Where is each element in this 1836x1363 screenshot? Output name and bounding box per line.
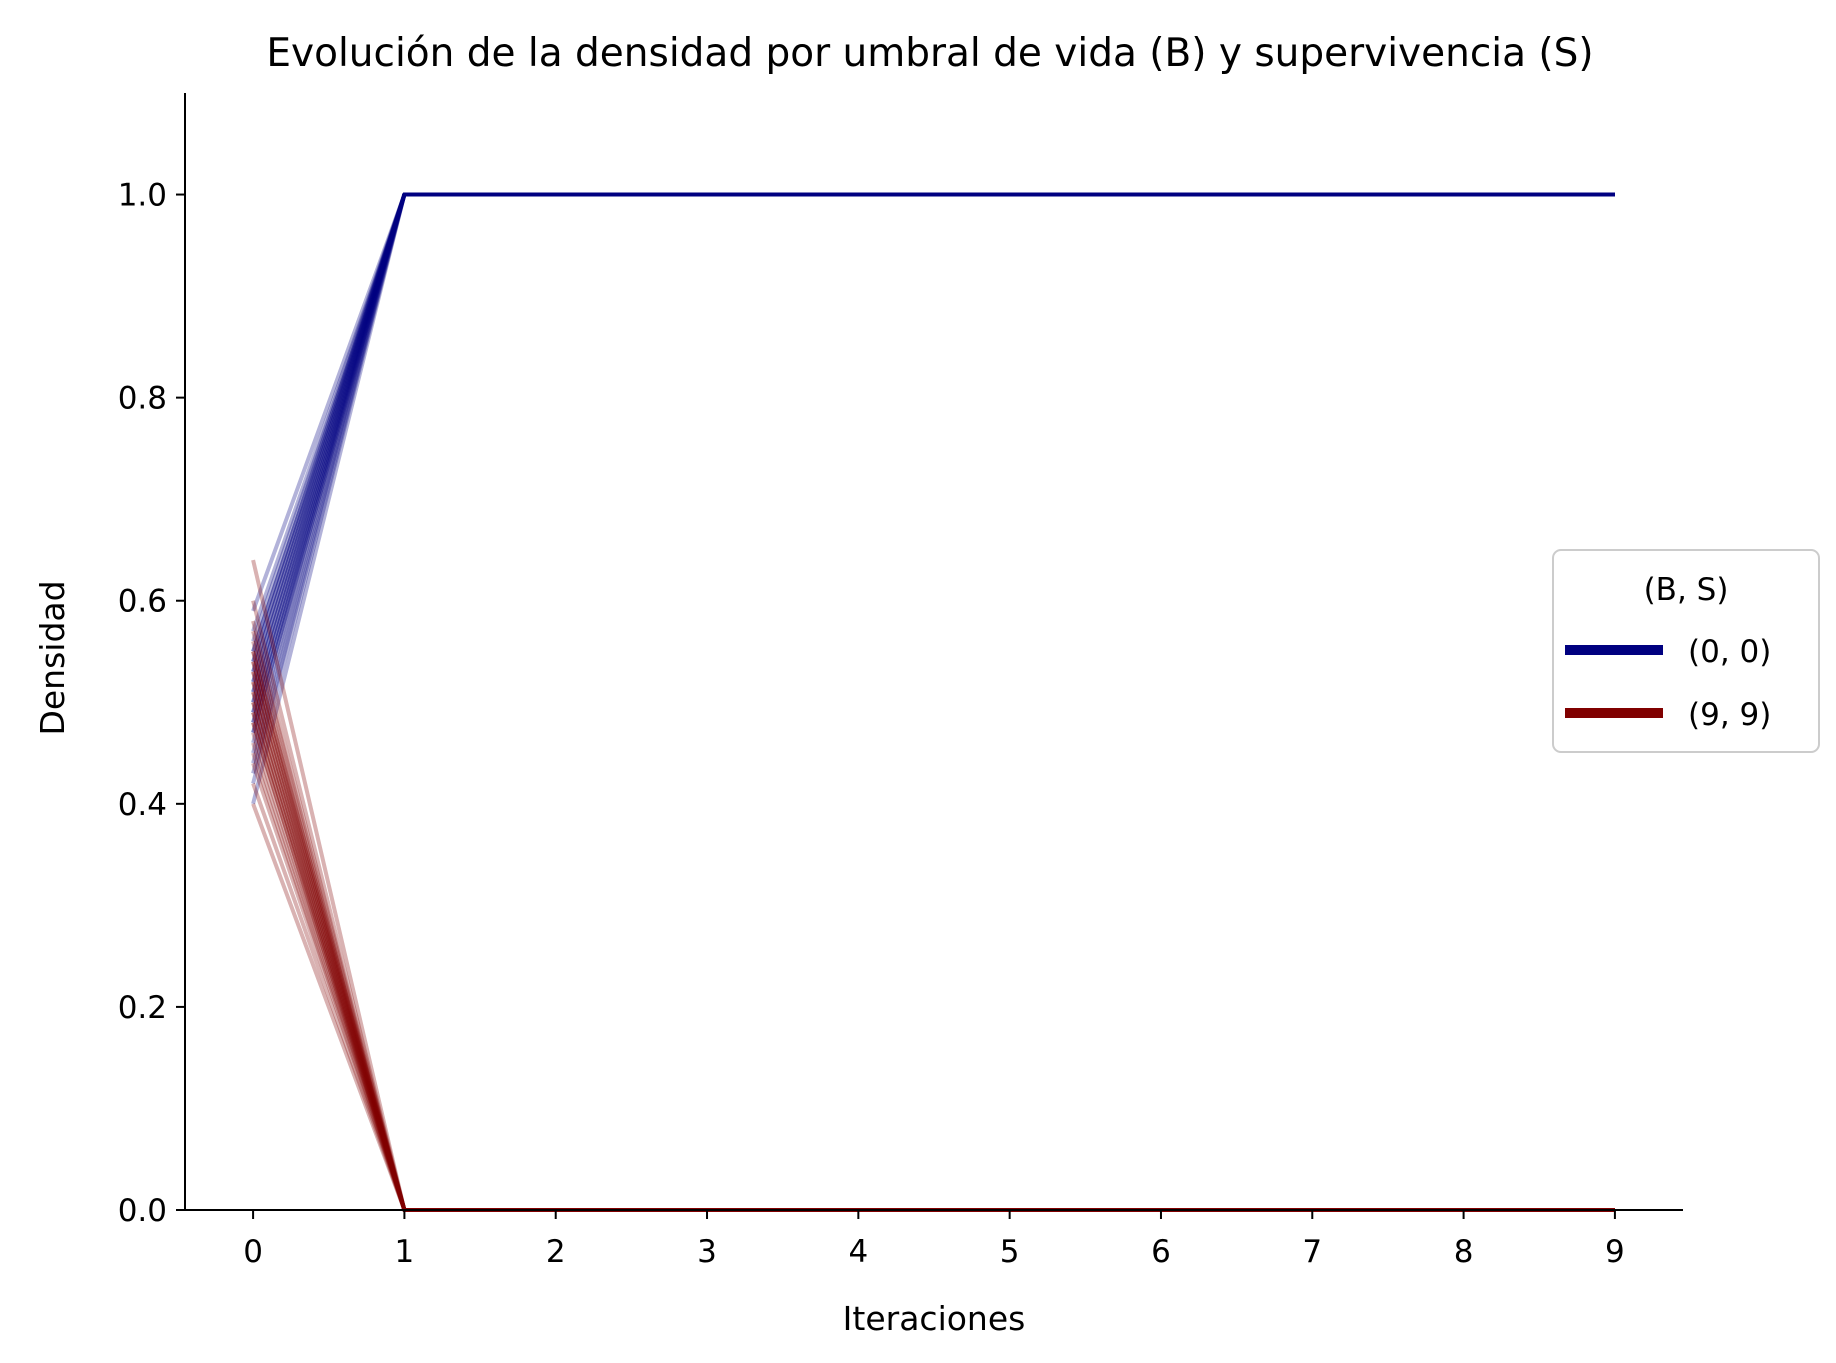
series-line-b0-s0 bbox=[251, 192, 1615, 663]
series-line-b0-s0 bbox=[251, 192, 1615, 764]
series-line-b0-s0 bbox=[251, 192, 1615, 754]
y-axis-label: Densidad bbox=[33, 580, 72, 735]
series-line-b0-s0 bbox=[251, 192, 1615, 744]
y-tick-label: 0.0 bbox=[118, 1193, 167, 1229]
y-tick-label: 0.6 bbox=[118, 584, 167, 620]
x-tick-label: 1 bbox=[395, 1234, 415, 1270]
y-tick-label: 0.4 bbox=[118, 787, 167, 823]
x-tick-label: 9 bbox=[1605, 1234, 1625, 1270]
x-tick-label: 5 bbox=[1000, 1234, 1020, 1270]
y-tick-label: 0.2 bbox=[118, 990, 167, 1026]
series-line-b0-s0 bbox=[251, 192, 1615, 784]
y-ticks: 0.0 0.2 0.4 0.6 0.8 1.0 bbox=[118, 178, 185, 1229]
series-line-b0-s0 bbox=[251, 192, 1615, 805]
x-tick-label: 3 bbox=[697, 1234, 717, 1270]
x-tick-label: 4 bbox=[848, 1234, 868, 1270]
legend: (B, S) (0, 0) (9, 9) bbox=[1552, 549, 1820, 753]
legend-label-0: (0, 0) bbox=[1688, 634, 1771, 670]
x-tick-label: 2 bbox=[546, 1234, 566, 1270]
series-line-b0-s0 bbox=[251, 192, 1615, 734]
series-line-b0-s0 bbox=[251, 192, 1615, 673]
series-line-b0-s0 bbox=[251, 192, 1615, 713]
series-line-b0-s0 bbox=[251, 192, 1615, 734]
series-line-b0-s0 bbox=[251, 192, 1615, 683]
series-line-b0-s0 bbox=[251, 192, 1615, 653]
series-line-b0-s0 bbox=[251, 192, 1615, 612]
series-line-b0-s0 bbox=[251, 192, 1615, 693]
series-line-b0-s0 bbox=[251, 192, 1615, 724]
chart-title: Evolución de la densidad por umbral de v… bbox=[266, 31, 1593, 76]
x-axis-label: Iteraciones bbox=[843, 1299, 1026, 1338]
series-line-b0-s0 bbox=[251, 192, 1615, 703]
y-tick-label: 1.0 bbox=[118, 178, 167, 214]
series-line-b0-s0 bbox=[251, 192, 1615, 642]
series-line-b0-s0 bbox=[251, 192, 1615, 724]
x-tick-label: 8 bbox=[1454, 1234, 1474, 1270]
series-line-b0-s0 bbox=[251, 192, 1615, 683]
legend-label-1: (9, 9) bbox=[1688, 697, 1771, 733]
legend-box bbox=[1552, 549, 1820, 753]
series-line-b0-s0 bbox=[251, 192, 1615, 703]
x-ticks: 0 1 2 3 4 5 6 7 8 9 bbox=[243, 1210, 1625, 1270]
series-line-b0-s0 bbox=[251, 192, 1615, 673]
series-line-b0-s0 bbox=[251, 192, 1615, 632]
series-line-b0-s0 bbox=[251, 192, 1615, 653]
series-line-b0-s0 bbox=[251, 192, 1615, 693]
series-line-b0-s0 bbox=[251, 192, 1615, 663]
series-line-b0-s0 bbox=[251, 192, 1615, 713]
x-tick-label: 0 bbox=[243, 1234, 263, 1270]
x-tick-label: 7 bbox=[1302, 1234, 1322, 1270]
series-line-b0-s0 bbox=[251, 192, 1615, 774]
legend-title: (B, S) bbox=[1644, 572, 1729, 608]
x-tick-label: 6 bbox=[1151, 1234, 1171, 1270]
y-tick-label: 0.8 bbox=[118, 381, 167, 417]
